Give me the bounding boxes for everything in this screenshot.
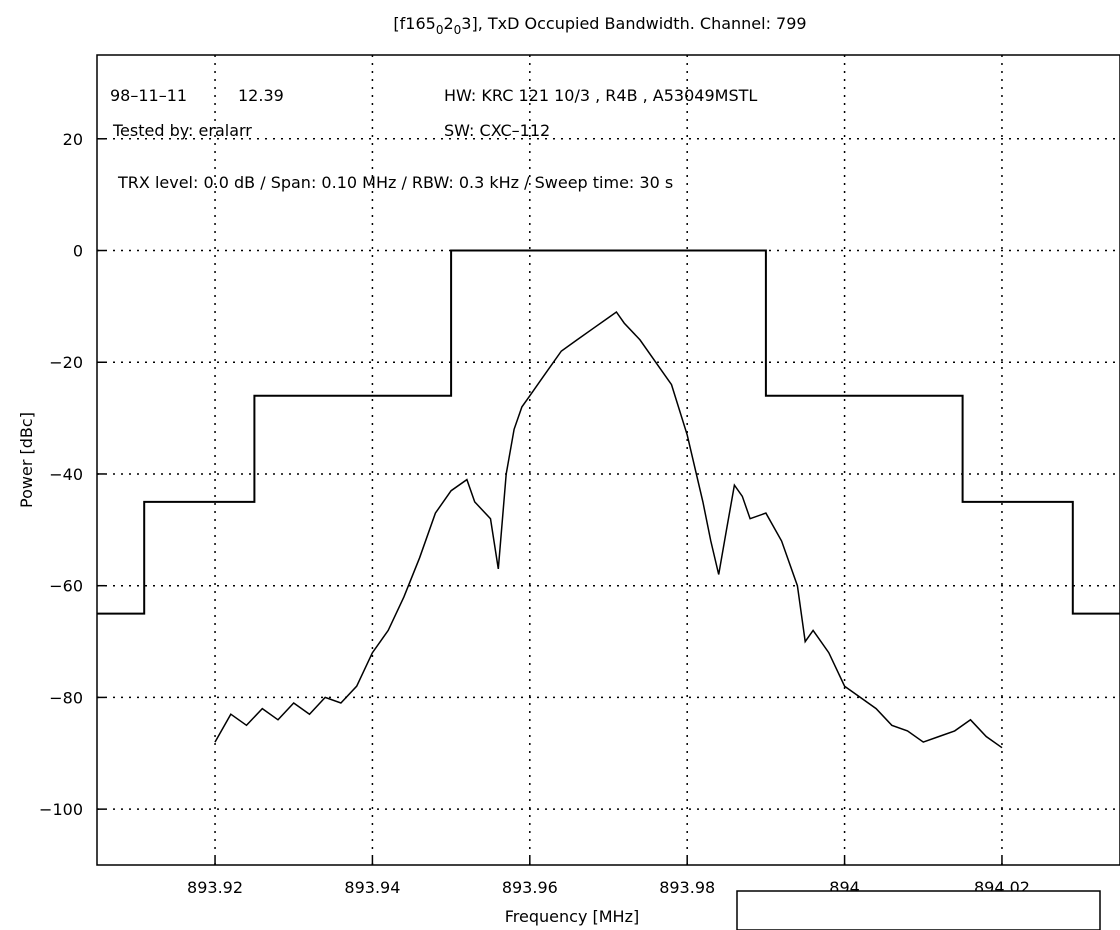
x-tick-label: 893.94 (344, 878, 400, 897)
annotation-date: 98–11–11 (110, 86, 187, 105)
x-tick-label: 893.96 (502, 878, 558, 897)
y-tick-label: −100 (39, 800, 83, 819)
series-layer (97, 249, 1120, 749)
title-part: [f165 (393, 14, 435, 33)
title-part: 3], TxD Occupied Bandwidth. Channel: 799 (461, 14, 806, 33)
y-tick-label: −80 (49, 688, 83, 707)
x-tick-label: 893.92 (187, 878, 243, 897)
ticks: 893.92 893.94 893.96 893.98 894 894.02−100−80… (39, 130, 1030, 897)
y-tick-label: −40 (49, 465, 83, 484)
title-part: 0 (454, 23, 462, 37)
y-tick-label: −20 (49, 353, 83, 372)
series-spectrum (214, 310, 1003, 749)
chart-title: [f1650203], TxD Occupied Bandwidth. Chan… (393, 14, 806, 37)
series-mask (97, 249, 1120, 615)
title-part: 2 (443, 14, 453, 33)
x-axis-label: Frequency [MHz] (505, 907, 639, 926)
x-tick-label: 893.98 (659, 878, 715, 897)
y-tick-label: 0 (73, 242, 83, 261)
annotation-tested: Tested by: eralarr (112, 121, 252, 140)
y-tick-label: 20 (63, 130, 83, 149)
annotation-trx: TRX level: 0.0 dB / Span: 0.10 MHz / RBW… (117, 173, 673, 192)
y-axis-label: Power [dBc] (17, 412, 36, 508)
plot-frame (96, 54, 1120, 866)
empty-box (736, 890, 1101, 930)
title-part: 0 (436, 23, 444, 37)
y-tick-label: −60 (49, 577, 83, 596)
annotation-time: 12.39 (238, 86, 284, 105)
annotation-hw: HW: KRC 121 10/3 , R4B , A53049MSTL (444, 86, 757, 105)
annotation-sw: SW: CXC–112 (444, 121, 550, 140)
